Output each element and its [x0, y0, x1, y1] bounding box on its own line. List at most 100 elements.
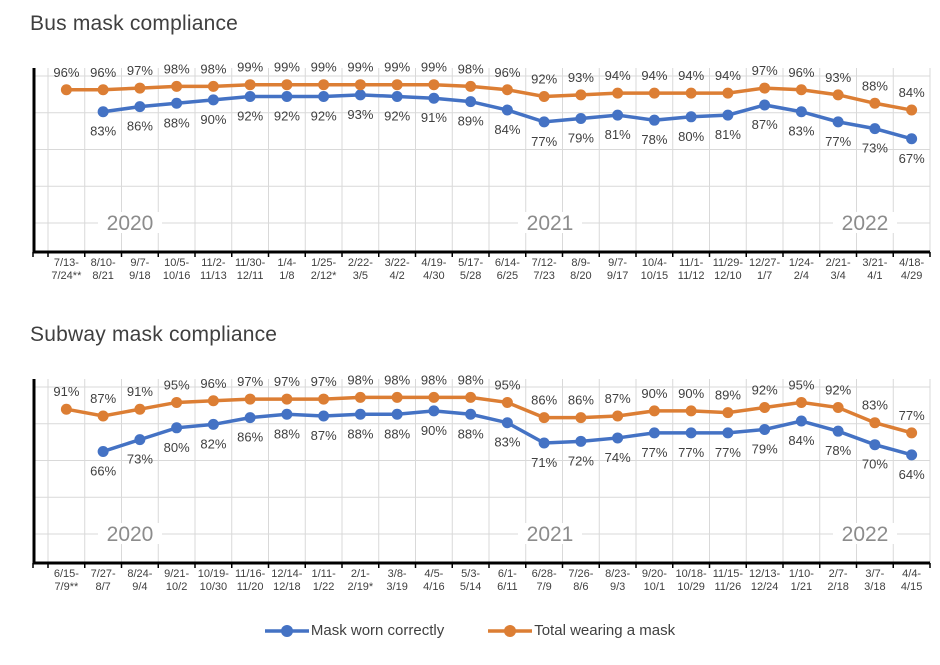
data-point — [428, 405, 440, 417]
legend-item-mask-worn-correctly: Mask worn correctly — [264, 622, 445, 639]
series-mask-worn-correctly: 83% 86% 88% 90% 92% 92% 92% 93% 92% 91% 89% 84% 77% 7… — [90, 89, 925, 166]
data-point — [281, 393, 293, 405]
svg-text:70%: 70% — [862, 457, 888, 472]
data-point — [832, 402, 844, 414]
data-point — [60, 403, 72, 415]
data-point — [281, 91, 293, 103]
svg-text:11/2-11/13: 11/2-11/13 — [200, 257, 227, 282]
svg-text:78%: 78% — [825, 443, 851, 458]
data-point — [134, 101, 146, 113]
svg-text:84%: 84% — [899, 85, 925, 100]
x-axis-labels: 7/13-7/24** 8/10-8/21 9/7-9/18 10/5-10/16 11… — [51, 257, 924, 282]
svg-text:9/21-10/2: 9/21-10/2 — [164, 568, 189, 593]
svg-text:97%: 97% — [311, 374, 337, 389]
data-point — [171, 422, 183, 434]
data-point — [869, 123, 881, 135]
data-point — [795, 106, 807, 118]
svg-text:79%: 79% — [752, 441, 778, 456]
data-point — [538, 116, 550, 128]
svg-text:88%: 88% — [164, 115, 190, 130]
data-point — [501, 84, 513, 96]
series-mask-worn-correctly: 66% 73% 80% 82% 86% 88% 87% 88% 88% 90% 88% 83% 71% 7… — [90, 405, 925, 482]
svg-text:93%: 93% — [347, 107, 373, 122]
legend-label: Mask worn correctly — [310, 622, 445, 639]
bus-chart-title: Bus mask compliance — [30, 12, 239, 35]
svg-text:6/1-6/11: 6/1-6/11 — [497, 568, 518, 593]
data-point — [281, 79, 293, 91]
svg-text:1/10-1/21: 1/10-1/21 — [789, 568, 814, 593]
data-point — [759, 82, 771, 94]
svg-text:74%: 74% — [605, 450, 631, 465]
svg-text:7/26-8/6: 7/26-8/6 — [568, 568, 593, 593]
data-point — [318, 91, 330, 103]
data-labels-total-wearing-a-mask: 96% 96% 97% 98% 98% 99% 99% 99% 99% 99% 99% 98% 96% 9… — [53, 60, 925, 100]
svg-text:73%: 73% — [862, 141, 888, 156]
svg-text:11/16-11/20: 11/16-11/20 — [235, 568, 266, 593]
svg-text:94%: 94% — [715, 68, 741, 83]
year-label: 2021 — [527, 523, 574, 546]
data-point — [612, 109, 624, 121]
svg-text:89%: 89% — [715, 388, 741, 403]
data-point — [722, 109, 734, 121]
data-point — [171, 97, 183, 109]
svg-text:87%: 87% — [752, 117, 778, 132]
svg-text:4/19-4/30: 4/19-4/30 — [421, 257, 446, 282]
data-point — [428, 79, 440, 91]
data-point — [134, 403, 146, 415]
data-point — [97, 445, 109, 457]
svg-text:82%: 82% — [200, 436, 226, 451]
svg-text:7/13-7/24**: 7/13-7/24** — [51, 257, 82, 282]
data-point — [171, 396, 183, 408]
data-point — [97, 106, 109, 118]
data-point — [97, 410, 109, 422]
svg-text:96%: 96% — [90, 65, 116, 80]
data-point — [207, 418, 219, 430]
data-point — [428, 391, 440, 403]
svg-text:8/9-8/20: 8/9-8/20 — [570, 257, 591, 282]
gridlines — [33, 379, 931, 563]
svg-text:84%: 84% — [788, 433, 814, 448]
svg-text:9/7-9/18: 9/7-9/18 — [129, 257, 150, 282]
data-point — [906, 133, 918, 145]
data-point — [207, 80, 219, 92]
svg-text:92%: 92% — [384, 109, 410, 124]
orange-line-marker-icon — [488, 624, 533, 637]
svg-text:71%: 71% — [531, 455, 557, 470]
data-point — [465, 391, 477, 403]
svg-text:89%: 89% — [458, 114, 484, 129]
year-label: 2020 — [107, 212, 154, 235]
data-point — [685, 427, 697, 439]
data-point — [281, 408, 293, 420]
svg-text:4/5-4/16: 4/5-4/16 — [423, 568, 444, 593]
svg-text:92%: 92% — [311, 109, 337, 124]
svg-text:66%: 66% — [90, 463, 116, 478]
data-point — [795, 415, 807, 427]
svg-text:1/4-1/8: 1/4-1/8 — [277, 257, 296, 282]
svg-text:2/1-2/19*: 2/1-2/19* — [348, 568, 374, 593]
svg-text:86%: 86% — [127, 119, 153, 134]
svg-text:88%: 88% — [274, 426, 300, 441]
series-total-wearing-a-mask: 91% 87% 91% 95% 96% 97% 97% 97% 98% 98% 98% 98% 95% 8… — [53, 372, 925, 439]
data-point — [575, 435, 587, 447]
svg-text:8/10-8/21: 8/10-8/21 — [91, 257, 116, 282]
data-point — [60, 84, 72, 96]
series-total-wearing-a-mask: 96% 96% 97% 98% 98% 99% 99% 99% 99% 99% 99% 98% 96% 9… — [53, 60, 925, 116]
data-point — [97, 84, 109, 96]
data-point — [354, 391, 366, 403]
svg-text:3/22-4/2: 3/22-4/2 — [385, 257, 410, 282]
data-point — [648, 427, 660, 439]
data-point — [906, 449, 918, 461]
svg-text:80%: 80% — [678, 129, 704, 144]
svg-text:10/4-10/15: 10/4-10/15 — [641, 257, 669, 282]
data-point — [575, 89, 587, 101]
svg-text:86%: 86% — [237, 430, 263, 445]
svg-text:99%: 99% — [421, 60, 447, 75]
svg-text:83%: 83% — [862, 398, 888, 413]
data-point — [465, 96, 477, 108]
data-point — [501, 104, 513, 116]
svg-text:97%: 97% — [127, 63, 153, 78]
svg-text:98%: 98% — [384, 372, 410, 387]
svg-text:6/14-6/25: 6/14-6/25 — [495, 257, 520, 282]
data-point — [685, 405, 697, 417]
year-label: 2021 — [527, 212, 574, 235]
